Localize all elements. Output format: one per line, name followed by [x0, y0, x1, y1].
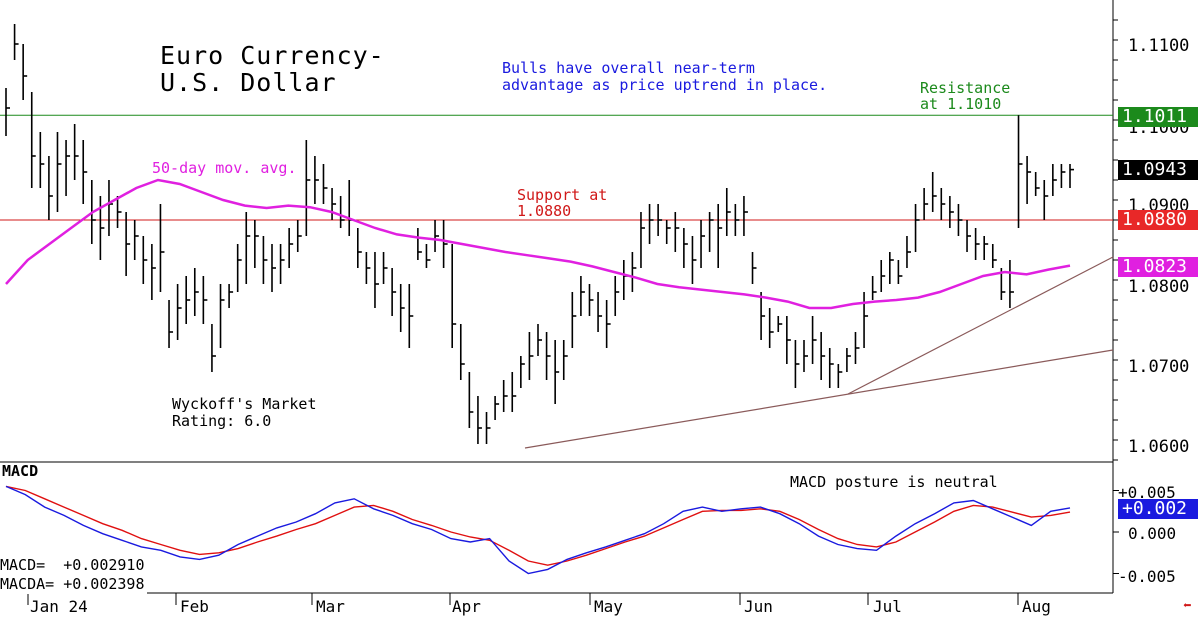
month-label: May	[594, 597, 623, 616]
bulls-line-2: advantage as price uptrend in place.	[502, 76, 828, 94]
macd-current-tag: +0.002	[1118, 499, 1198, 519]
month-label: Jul	[873, 597, 902, 616]
macd-line	[5, 485, 1071, 575]
macd-tick-label: +0.005	[1118, 483, 1176, 502]
rating-line-2: Rating: 6.0	[172, 412, 272, 430]
support-line-2: 1.0880	[517, 202, 572, 220]
back-arrow-icon[interactable]: ⬅	[1183, 598, 1192, 614]
rating-line-1: Wyckoff's Market	[172, 395, 317, 413]
moving-average-price-tag: 1.0823	[1118, 257, 1198, 277]
resistance-line-2: at 1.1010	[920, 95, 1002, 113]
moving-average-annotation: 50-day mov. avg.	[152, 159, 297, 177]
macd-panel-label: MACD	[2, 462, 39, 480]
month-label: Aug	[1022, 597, 1051, 616]
bulls-line-1: Bulls have overall near-term	[502, 59, 755, 77]
support-line-1: Support at	[517, 186, 608, 204]
month-label: Jun	[744, 597, 773, 616]
moving-average-line	[5, 178, 1071, 310]
macd-value: MACD= +0.002910	[0, 556, 145, 574]
macd-tick-label: 0.000	[1128, 524, 1177, 543]
macd-posture-annotation: MACD posture is neutral	[790, 473, 998, 491]
last-price-tag: 1.0943	[1118, 160, 1198, 180]
macda-value: MACDA= +0.002398	[0, 575, 145, 593]
chart-title: Euro Currency- U.S. Dollar	[160, 42, 385, 96]
support-price-tag: 1.0880	[1118, 210, 1198, 230]
resistance-price-tag: 1.1011	[1118, 107, 1198, 127]
support-annotation: Support at 1.0880	[517, 187, 607, 219]
title-line-1: Euro Currency-	[160, 41, 385, 70]
upper-trendline	[847, 256, 1114, 395]
price-tick-label: 1.0800	[1128, 277, 1190, 297]
price-tick-label: 1.1100	[1128, 36, 1190, 56]
bulls-annotation: Bulls have overall near-term advantage as…	[502, 60, 827, 94]
macda-line	[5, 485, 1071, 566]
price-tick-label: 1.0700	[1128, 357, 1190, 377]
month-label: Feb	[180, 597, 209, 616]
macd-tick-label: -0.005	[1118, 567, 1176, 586]
resistance-annotation: Resistance at 1.1010	[920, 80, 1010, 112]
price-tick-label: 1.0600	[1128, 437, 1190, 457]
macd-values-box: MACD= +0.002910 MACDA= +0.002398	[0, 556, 147, 594]
lower-trendline	[524, 349, 1114, 449]
month-label: Mar	[316, 597, 345, 616]
market-rating-annotation: Wyckoff's Market Rating: 6.0	[172, 396, 317, 430]
resistance-line-1: Resistance	[920, 79, 1011, 97]
title-line-2: U.S. Dollar	[160, 68, 337, 97]
month-label: Jan 24	[30, 597, 88, 616]
month-label: Apr	[452, 597, 481, 616]
